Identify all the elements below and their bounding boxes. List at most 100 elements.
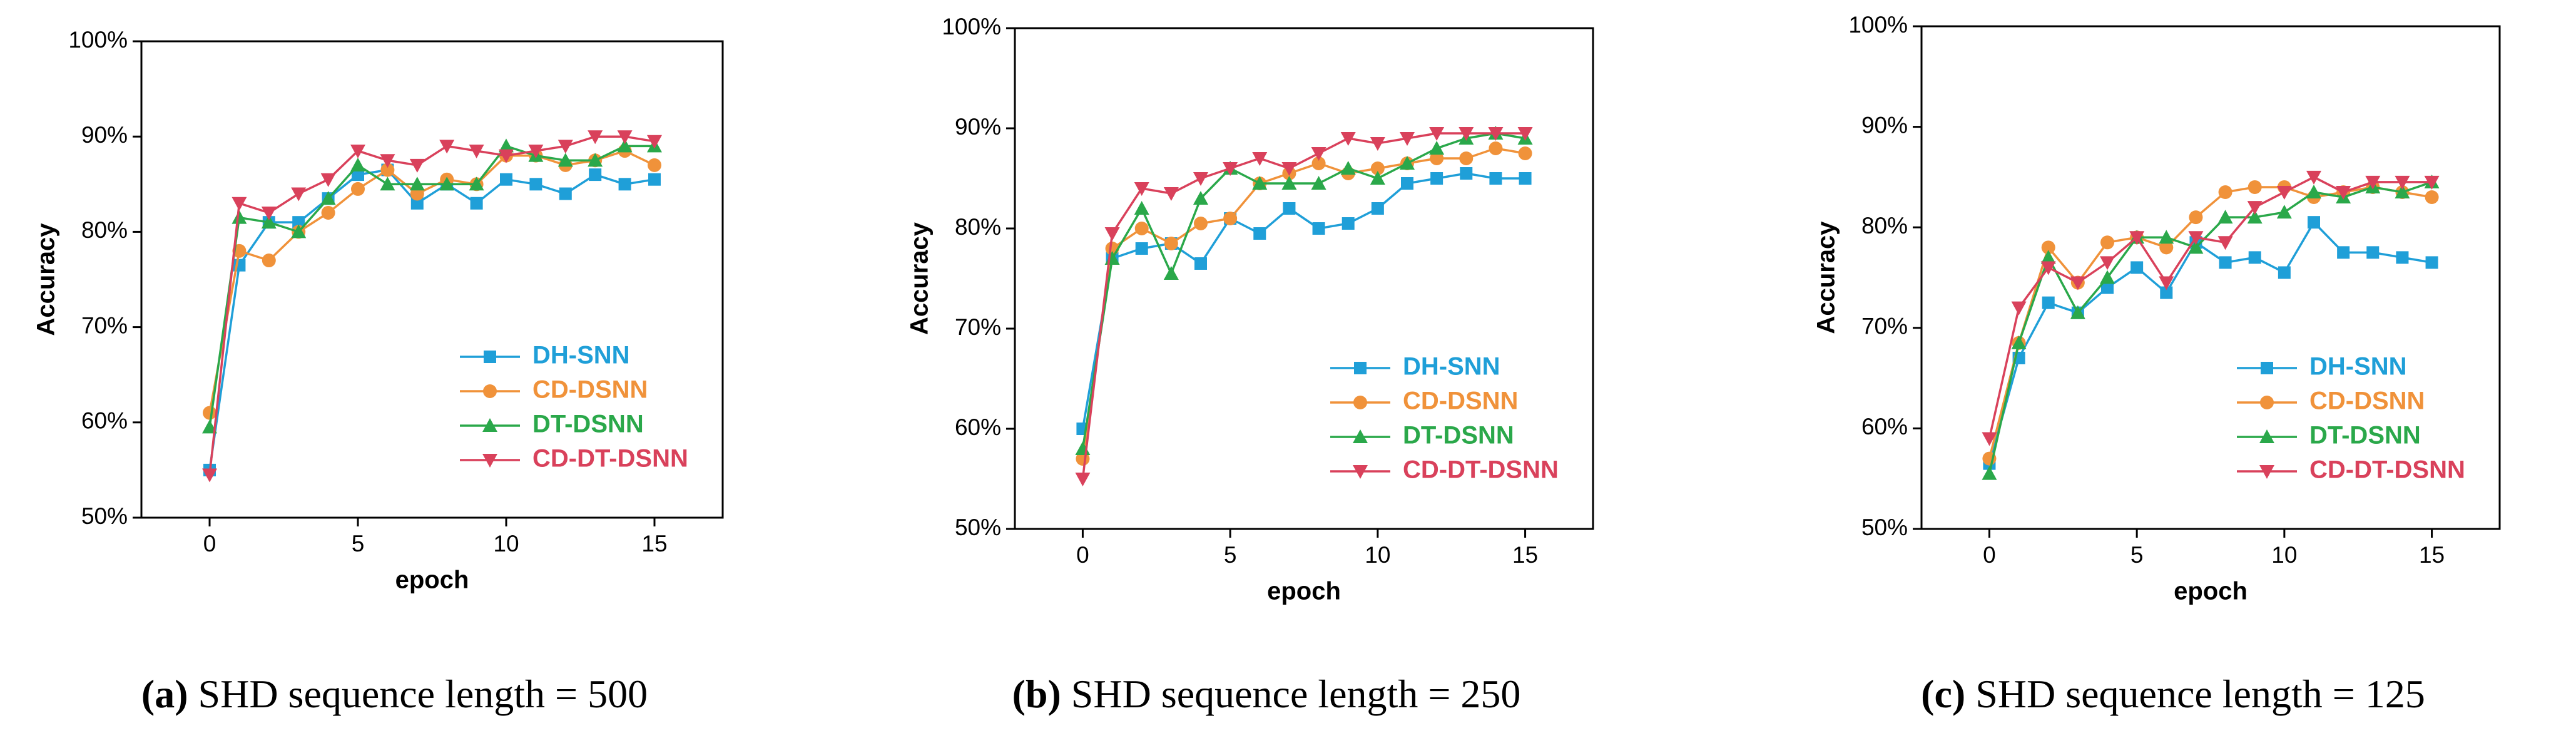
marker: [1517, 127, 1533, 141]
marker: [2011, 301, 2027, 315]
marker: [1252, 176, 1268, 190]
legend-marker: [482, 454, 497, 468]
marker: [1429, 141, 1445, 155]
series-line: [1081, 132, 1525, 449]
marker: [1281, 162, 1297, 176]
marker: [1489, 172, 1502, 185]
x-axis-label: epoch: [395, 566, 469, 594]
marker: [2070, 305, 2085, 319]
series-line: [208, 145, 654, 428]
marker: [2040, 261, 2056, 275]
legend-label: DT-DSNN: [532, 411, 644, 438]
marker: [557, 153, 573, 167]
legend-label: DH-SNN: [1403, 353, 1500, 381]
marker: [1430, 151, 1444, 165]
legend-marker: [2261, 362, 2273, 374]
legend-marker: [1354, 362, 1367, 374]
marker: [1134, 222, 1149, 235]
series-line: [1988, 175, 2432, 439]
marker: [1223, 212, 1238, 225]
marker: [1982, 432, 1997, 446]
x-tick-label: 10: [1365, 542, 1390, 568]
marker: [2188, 231, 2204, 245]
marker: [618, 178, 631, 191]
marker: [2011, 335, 2027, 349]
marker: [2188, 240, 2204, 254]
marker: [1370, 171, 1385, 185]
legend-marker: [483, 384, 497, 398]
caption-text: SHD sequence length = 500: [198, 672, 648, 716]
marker: [291, 187, 307, 202]
marker: [1459, 127, 1474, 141]
marker: [2276, 205, 2292, 219]
marker: [1312, 222, 1325, 235]
marker: [380, 154, 395, 168]
marker: [1311, 176, 1326, 190]
marker: [1163, 266, 1179, 280]
plot-frame: [1014, 27, 1594, 530]
y-axis-label: Accuracy: [906, 222, 934, 335]
marker: [2160, 286, 2173, 299]
legend-label: CD-DT-DSNN: [2309, 456, 2465, 484]
marker: [1223, 162, 1238, 176]
marker: [2041, 240, 2055, 255]
series-line: [208, 150, 655, 413]
y-tick-label: 60%: [1861, 414, 1908, 439]
y-tick-label: 80%: [81, 217, 128, 243]
series-line: [208, 135, 655, 475]
marker: [203, 406, 217, 420]
caption: (c) SHD sequence length = 125: [1921, 672, 2425, 716]
marker: [2159, 276, 2174, 290]
series-line: [1988, 181, 2433, 474]
caption-text: SHD sequence length = 250: [1071, 672, 1521, 716]
marker: [1163, 187, 1179, 201]
x-tick-label: 15: [1512, 542, 1538, 568]
marker: [2218, 185, 2232, 199]
legend-label: CD-DSNN: [532, 376, 648, 404]
y-tick-label: 60%: [81, 408, 128, 434]
marker: [261, 215, 277, 229]
marker: [2100, 235, 2114, 250]
marker: [352, 168, 365, 182]
marker: [439, 140, 455, 154]
marker: [1519, 172, 1532, 185]
marker: [232, 210, 247, 224]
marker: [1340, 132, 1356, 146]
marker: [1518, 146, 1532, 160]
marker: [291, 224, 307, 238]
marker: [1075, 473, 1091, 486]
caption-text: SHD sequence length = 125: [1975, 672, 2425, 716]
marker: [2217, 210, 2233, 224]
marker: [350, 145, 366, 159]
marker: [320, 173, 336, 187]
marker: [2366, 246, 2380, 259]
marker: [1252, 152, 1268, 166]
caption-label: (b): [1012, 672, 1061, 716]
marker: [1311, 147, 1326, 161]
marker: [2159, 240, 2174, 255]
marker: [1460, 167, 1473, 180]
marker: [439, 177, 455, 191]
marker: [1193, 172, 1208, 186]
x-tick-label: 5: [352, 531, 365, 556]
marker: [2159, 230, 2174, 244]
marker: [469, 177, 484, 191]
marker: [1283, 202, 1296, 215]
series-line: [1081, 132, 1525, 479]
marker: [1164, 237, 1178, 250]
marker: [1400, 132, 1415, 146]
marker: [2217, 236, 2233, 250]
marker: [2425, 190, 2439, 205]
x-tick-label: 0: [1076, 542, 1089, 568]
x-tick-label: 15: [2419, 542, 2445, 568]
x-tick-label: 10: [2271, 542, 2297, 568]
marker: [2101, 281, 2114, 294]
marker: [351, 182, 365, 196]
legend-marker: [482, 418, 497, 432]
marker: [2276, 185, 2292, 200]
y-tick-label: 80%: [1861, 213, 1908, 238]
x-tick-label: 5: [1224, 542, 1237, 568]
marker: [2247, 201, 2263, 215]
marker: [380, 177, 395, 191]
y-tick-label: 70%: [1861, 314, 1908, 339]
